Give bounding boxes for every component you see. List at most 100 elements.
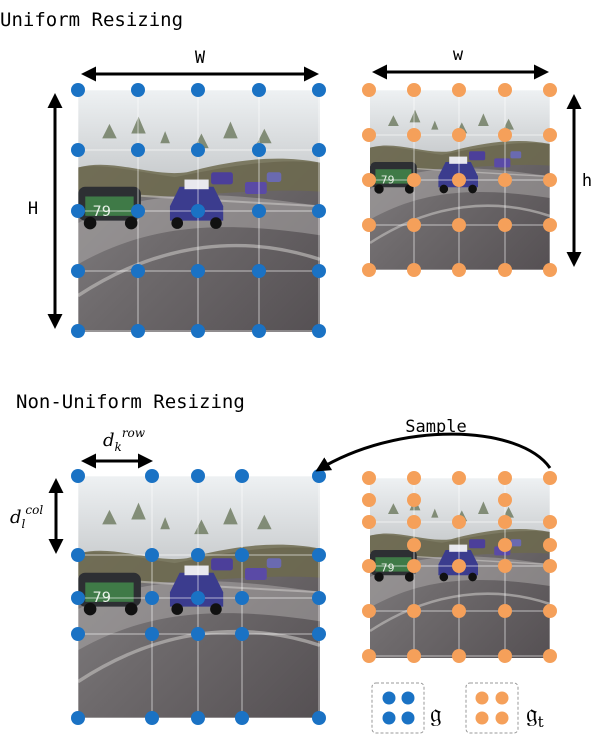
legend-source-box [371,682,425,734]
legend-target-dot [475,691,489,705]
grid-point [498,218,512,232]
top-source-grid [71,83,326,338]
grid-point [131,204,145,218]
grid-point [252,264,266,278]
grid-point [71,143,85,157]
grid-point [543,649,557,663]
small-width-label: w [453,45,464,65]
height-label: H [28,199,38,219]
grid-point [252,204,266,218]
bottom-title: Non-Uniform Resizing [16,391,245,413]
grid-point [362,218,376,232]
grid-point [312,204,326,218]
grid-point [498,515,512,529]
grid-point [235,591,249,605]
grid-point [543,83,557,97]
grid-point [498,559,512,573]
grid-point [543,263,557,277]
grid-point [452,263,466,277]
grid-point [498,538,512,552]
grid-point [452,173,466,187]
grid-point [71,204,85,218]
legend-source-dot [401,691,415,705]
grid-point [362,515,376,529]
grid-point [312,143,326,157]
grid-point [312,711,326,725]
grid-point [191,591,205,605]
grid-point [543,515,557,529]
grid-point [71,324,85,338]
grid-point [407,649,421,663]
grid-point [235,548,249,562]
grid-point [452,218,466,232]
legend-target-dot [495,711,509,725]
grid-point [407,263,421,277]
grid-point [452,471,466,485]
grid-point [362,83,376,97]
grid-point [362,649,376,663]
grid-point [498,173,512,187]
grid-point [498,471,512,485]
col-spacing-label: dlcol [10,503,43,531]
grid-point [312,264,326,278]
grid-point [452,128,466,142]
grid-point [498,649,512,663]
grid-point [312,83,326,97]
grid-point [235,469,249,483]
grid-point [131,264,145,278]
grid-point [191,627,205,641]
grid-point [498,604,512,618]
bottom-source-grid [71,469,326,725]
grid-point [362,173,376,187]
small-height-label: h [582,171,592,191]
legend-source-dot [382,711,396,725]
grid-point [407,128,421,142]
bottom-target-grid [362,471,557,663]
grid-point [543,218,557,232]
legend-target-dot [495,691,509,705]
sample-label: Sample [405,417,466,437]
grid-point [452,604,466,618]
grid-point [145,548,159,562]
grid-point [191,264,205,278]
grid-point [312,627,326,641]
grid-point [145,469,159,483]
grid-point [191,83,205,97]
grid-point [145,627,159,641]
grid-point [71,548,85,562]
top-title: Uniform Resizing [0,9,183,31]
grid-point [543,604,557,618]
grid-point [71,83,85,97]
grid-point [407,471,421,485]
legend-source-dot [401,711,415,725]
grid-point [407,493,421,507]
grid-point [407,559,421,573]
grid-point [252,143,266,157]
grid-point [252,324,266,338]
grid-point [362,493,376,507]
grid-point [131,83,145,97]
grid-point [131,143,145,157]
grid-point [71,591,85,605]
legend-target-label: 𝔤t [526,699,544,731]
grid-point [71,264,85,278]
grid-point [362,128,376,142]
row-spacing-label: dkrow [103,426,146,454]
grid-point [235,627,249,641]
grid-point [362,471,376,485]
grid-point [312,548,326,562]
grid-point [498,128,512,142]
legend-target-dot [475,711,489,725]
grid-point [145,591,159,605]
grid-point [312,469,326,483]
grid-point [71,627,85,641]
grid-point [498,493,512,507]
grid-point [543,128,557,142]
grid-point [543,471,557,485]
grid-point [407,173,421,187]
legend-target-box [465,682,519,734]
grid-point [252,83,266,97]
grid-point [407,515,421,529]
grid-point [191,469,205,483]
